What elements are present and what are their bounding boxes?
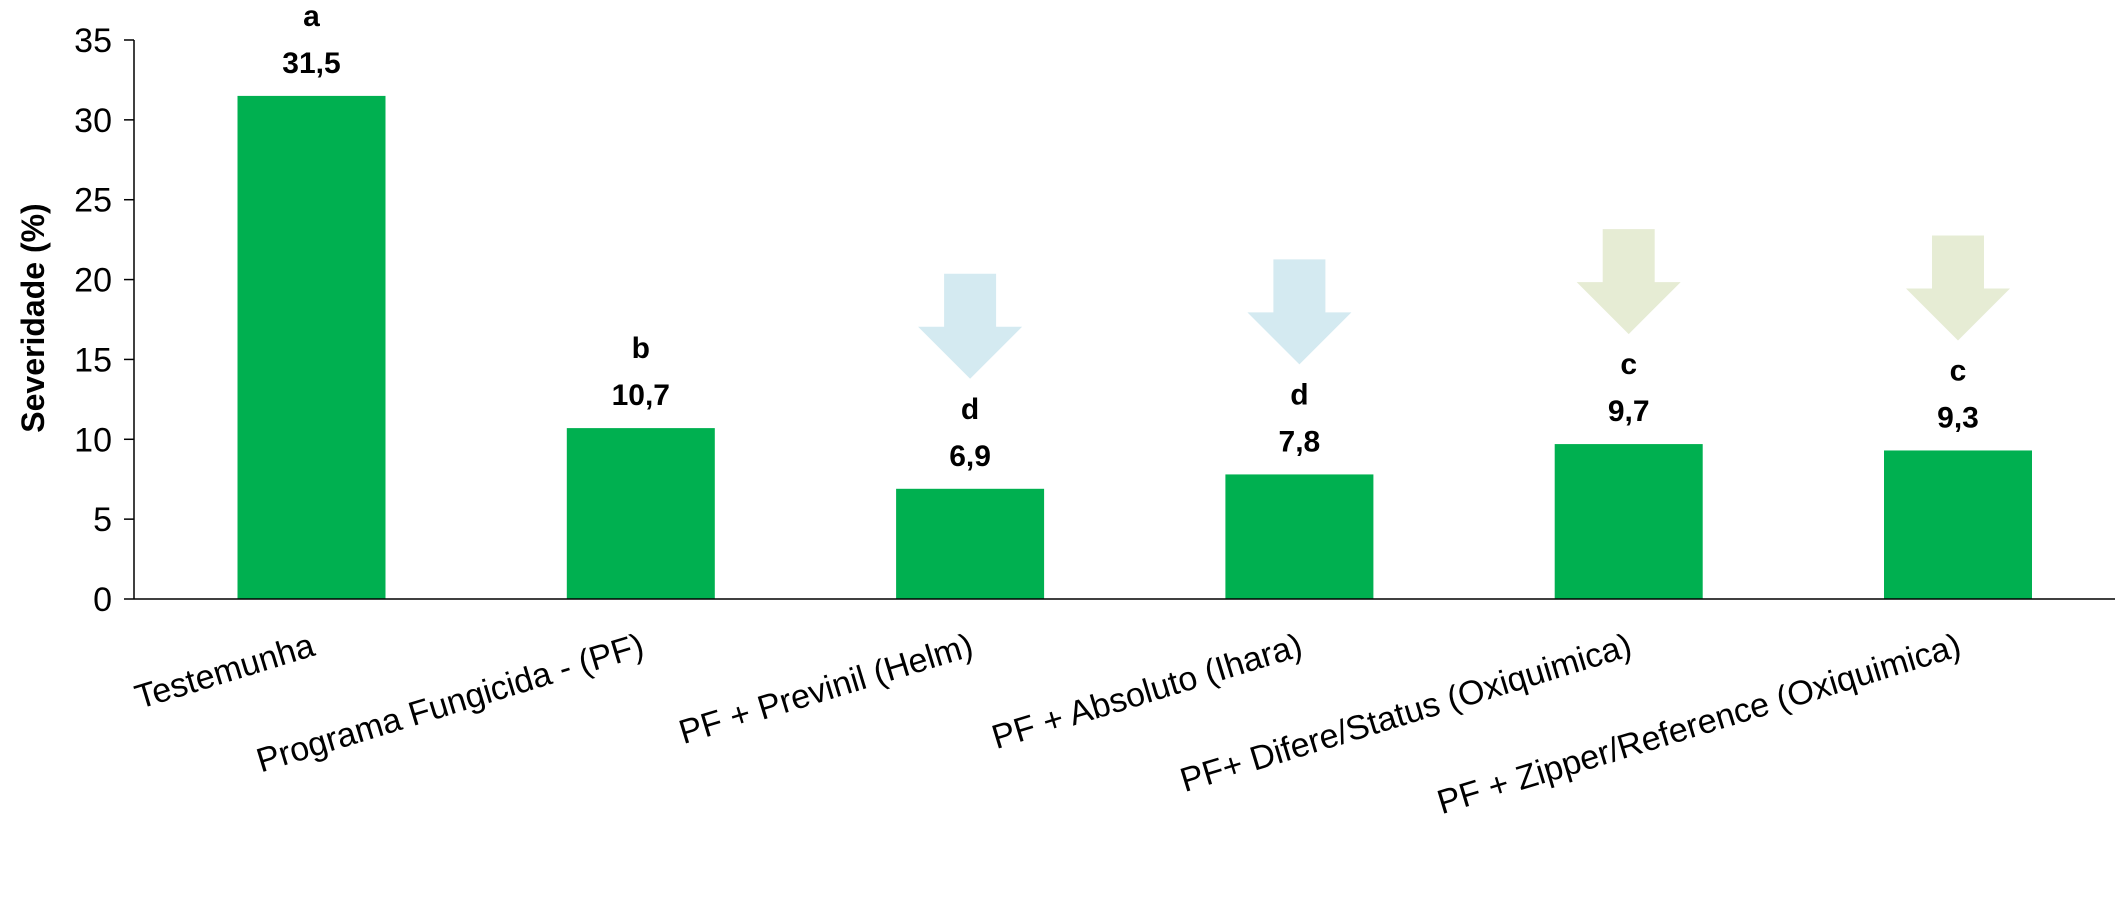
value-label: 31,5	[282, 47, 340, 80]
bar	[566, 428, 715, 599]
significance-letter: c	[1950, 354, 1967, 387]
y-tick-label: 0	[93, 581, 112, 619]
significance-letter: a	[303, 0, 320, 33]
bar	[1884, 450, 2032, 599]
significance-letter: d	[1290, 378, 1308, 411]
y-axis: 0 5 10 15 20 25 30 35	[74, 22, 135, 619]
significance-letter: c	[1620, 348, 1637, 381]
y-tick-label: 5	[93, 501, 112, 539]
y-axis-label: Severidade (%)	[15, 203, 51, 432]
down-arrow-icon	[918, 273, 1023, 379]
y-tick-label: 10	[74, 421, 112, 459]
value-label: 10,7	[612, 379, 670, 412]
value-label: 6,9	[949, 440, 991, 473]
significance-letter: d	[961, 393, 979, 426]
bar	[1554, 444, 1703, 599]
down-arrow-icon	[1247, 259, 1352, 365]
x-tick-label: Testemunha	[131, 626, 319, 717]
bar	[1225, 474, 1374, 599]
data-labels: 31,5 a 10,7 b 6,9 d 7,8 d 9,7 c 9,3 c	[282, 0, 1979, 473]
arrows-layer	[918, 229, 2010, 379]
bar	[237, 95, 386, 600]
y-tick-label: 25	[74, 182, 112, 220]
value-label: 9,7	[1608, 395, 1650, 428]
y-tick-label: 35	[74, 22, 112, 60]
significance-letter: b	[632, 332, 650, 365]
x-tick-label: PF + Zipper/Reference (Oxiquimica)	[1433, 626, 1965, 822]
bars-layer	[237, 95, 2032, 600]
y-tick-label: 15	[74, 341, 112, 379]
down-arrow-icon	[1906, 235, 2010, 341]
value-label: 7,8	[1279, 425, 1321, 458]
down-arrow-icon	[1576, 229, 1681, 335]
y-tick-label: 20	[74, 262, 112, 300]
bar	[896, 488, 1045, 599]
y-tick-label: 30	[74, 102, 112, 140]
x-tick-label: PF + Previnil (Helm)	[675, 626, 978, 752]
value-label: 9,3	[1937, 401, 1979, 434]
